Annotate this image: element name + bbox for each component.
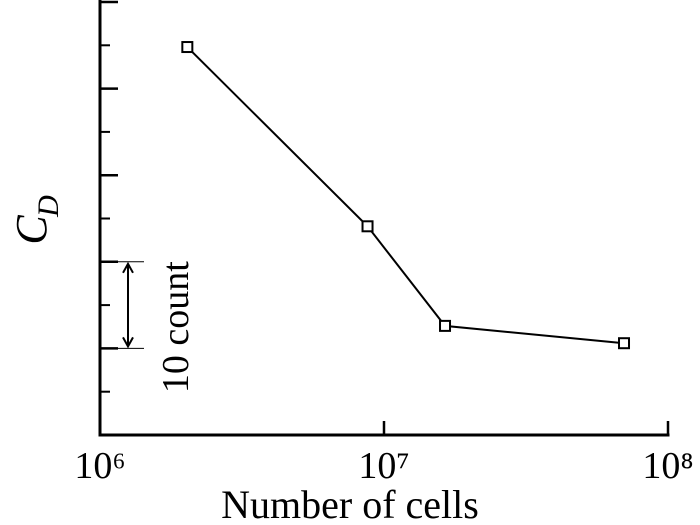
marker (361, 220, 374, 233)
x-tick-label: 10⁸ (642, 445, 693, 487)
y-axis-label: C D (7, 195, 65, 245)
x-tick-label: 10⁷ (358, 445, 409, 487)
annotation: 10 count (155, 261, 197, 393)
marker (618, 337, 631, 350)
annotation-text: 10 count (155, 261, 197, 393)
y-axis-label-main: C (7, 215, 56, 245)
x-tick-label: 10⁶ (74, 445, 125, 487)
marker (439, 319, 452, 332)
x-axis-label: Number of cells (221, 482, 479, 525)
annotation-arrowhead (122, 336, 134, 349)
y-axis-label-sub: D (32, 195, 65, 218)
marker (181, 41, 194, 54)
series-line (186, 46, 625, 345)
annotation-arrowhead (122, 261, 134, 274)
